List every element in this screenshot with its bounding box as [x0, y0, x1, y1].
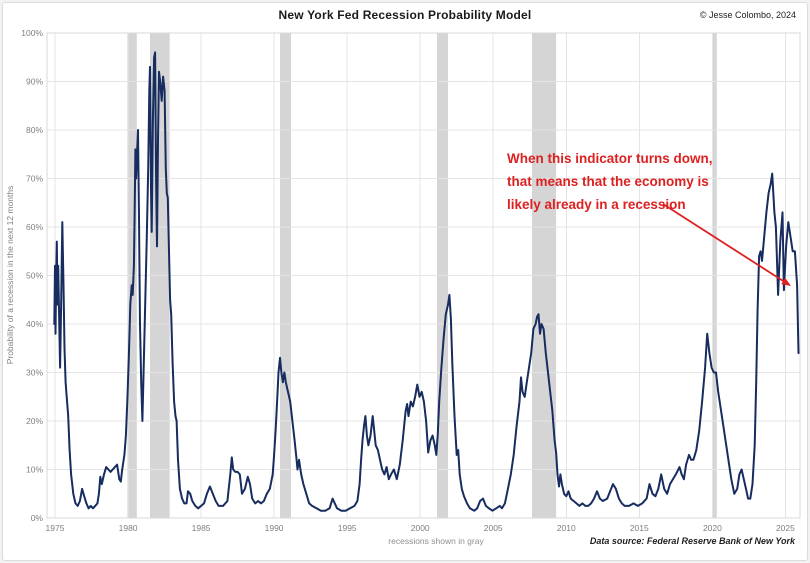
x-tick-label: 2020: [703, 523, 722, 533]
y-axis-tick-labels: 0% 10% 20% 30% 40% 50% 60% 70% 80% 90% 100%: [21, 28, 43, 523]
x-tick-label: 2025: [776, 523, 795, 533]
y-tick-label: 70%: [26, 174, 43, 184]
x-tick-label: 1980: [119, 523, 138, 533]
annotation-arrow-line: [662, 203, 787, 284]
annotation-text: When this indicator turns down, that mea…: [507, 147, 713, 216]
y-tick-label: 20%: [26, 416, 43, 426]
x-tick-label: 1995: [338, 523, 357, 533]
annotation-arrow: [662, 203, 791, 286]
x-tick-label: 1985: [192, 523, 211, 533]
annotation-line: likely already in a recession: [507, 197, 686, 212]
annotation-line: that means that the economy is: [507, 174, 709, 189]
probability-line-path: [53, 51, 800, 512]
x-tick-label: 2005: [484, 523, 503, 533]
copyright-note: © Jesse Colombo, 2024: [699, 10, 796, 20]
data-source-note: Data source: Federal Reserve Bank of New…: [589, 536, 795, 546]
probability-line: [53, 51, 800, 512]
x-axis-note: recessions shown in gray: [388, 536, 484, 546]
x-tick-label: 1975: [46, 523, 65, 533]
x-tick-label: 2010: [557, 523, 576, 533]
y-tick-label: 0%: [31, 513, 44, 523]
x-axis-tick-labels: 1975 1980 1985 1990 1995 2000 2005 2010 2015 2020…: [46, 523, 796, 533]
annotation-arrowhead: [781, 277, 791, 286]
annotation-line: When this indicator turns down,: [507, 151, 713, 166]
y-tick-label: 100%: [21, 28, 43, 38]
chart-title: New York Fed Recession Probability Model: [278, 8, 532, 22]
y-tick-label: 10%: [26, 465, 43, 475]
x-tick-label: 1990: [265, 523, 284, 533]
y-tick-label: 40%: [26, 319, 43, 329]
y-tick-label: 60%: [26, 222, 43, 232]
y-tick-label: 80%: [26, 125, 43, 135]
y-tick-label: 90%: [26, 77, 43, 87]
y-tick-label: 50%: [26, 271, 43, 281]
x-tick-label: 2000: [411, 523, 430, 533]
plot-border: [46, 32, 801, 519]
y-axis-title: Probability of a recession in the next 1…: [5, 185, 15, 365]
y-tick-label: 30%: [26, 368, 43, 378]
x-tick-label: 2015: [630, 523, 649, 533]
